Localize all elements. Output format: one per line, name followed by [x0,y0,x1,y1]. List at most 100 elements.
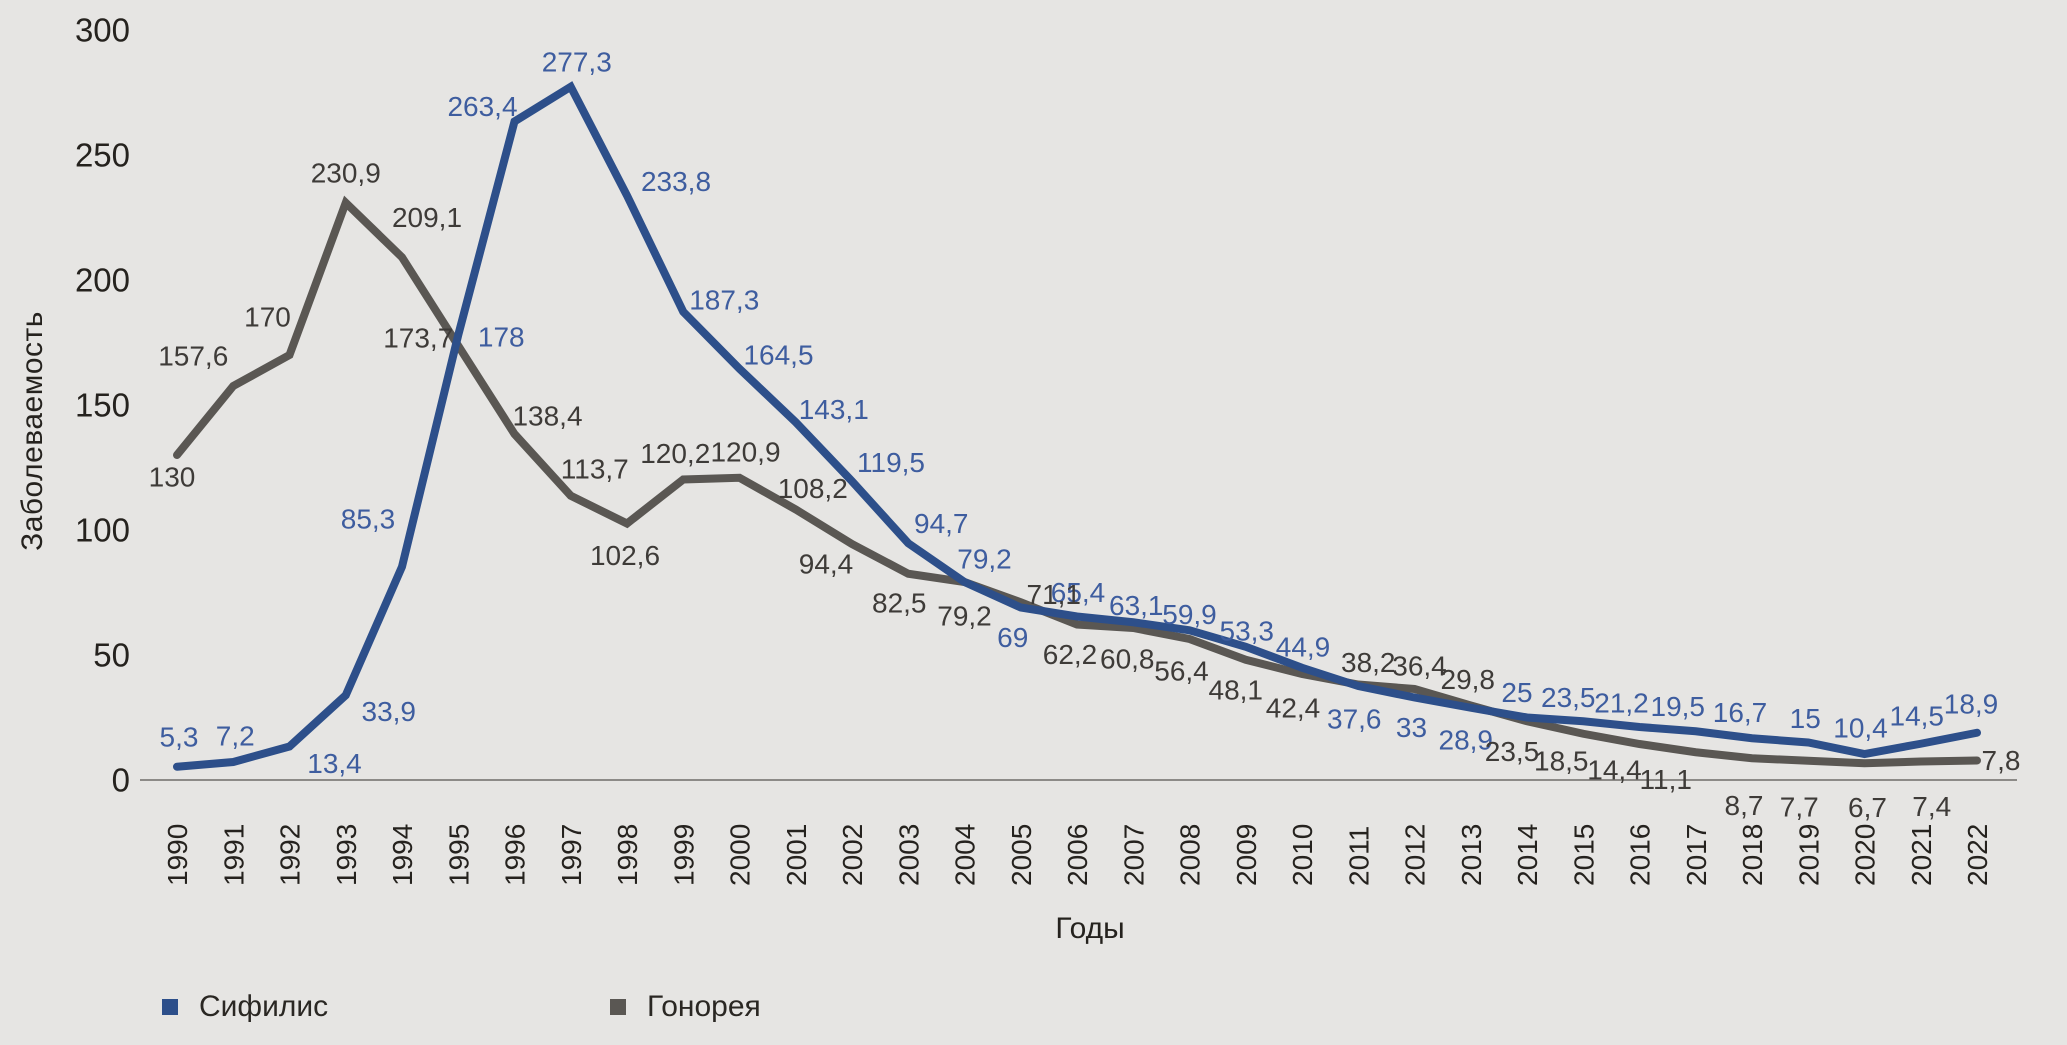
syphilis-value-label: 85,3 [341,503,396,534]
gonorrhea-value-label: 102,6 [590,540,660,571]
x-tick-label: 2010 [1287,824,1318,886]
syphilis-value-label: 143,1 [799,394,869,425]
x-tick-label: 2022 [1962,824,1993,886]
gonorrhea-value-label: 6,7 [1848,792,1887,823]
x-tick-label: 1995 [443,824,474,886]
gonorrhea-value-label: 48,1 [1209,674,1264,705]
gonorrhea-value-label: 23,5 [1485,736,1540,767]
x-tick-label: 2007 [1118,824,1149,886]
syphilis-value-label: 16,7 [1713,697,1768,728]
x-tick-label: 2000 [725,824,756,886]
gonorrhea-value-label: 108,2 [778,473,848,504]
x-tick-label: 2015 [1568,824,1599,886]
syphilis-line [173,81,1981,771]
x-tick-label: 2005 [1006,824,1037,886]
gonorrhea-value-label: 82,5 [872,587,927,618]
y-tick-label: 250 [75,137,130,174]
x-tick-label: 2009 [1231,824,1262,886]
gonorrhea-value-label: 36,4 [1392,651,1447,682]
x-tick-label: 2011 [1343,826,1374,886]
syphilis-value-label: 18,9 [1944,688,1999,719]
syphilis-value-label: 23,5 [1541,682,1596,713]
gonorrhea-value-label: 7,8 [1982,745,2021,776]
legend-label-gonorrhea: Гонорея [647,990,761,1023]
gonorrhea-value-label: 11,1 [1640,764,1692,795]
y-tick-label: 200 [75,262,130,299]
x-tick-label: 2014 [1512,824,1543,886]
syphilis-value-label: 164,5 [743,339,813,370]
x-tick-label: 1992 [275,824,306,886]
gonorrhea-value-label: 29,8 [1441,664,1496,695]
x-tick-label: 2013 [1456,824,1487,886]
gonorrhea-value-label: 79,2 [937,601,992,632]
syphilis-value-label: 10,4 [1833,713,1888,744]
x-tick-label: 1997 [556,824,587,886]
syphilis-value-label: 63,1 [1109,590,1164,621]
gonorrhea-value-label: 8,7 [1725,790,1764,821]
gonorrhea-value-label: 113,7 [561,453,629,484]
gonorrhea-value-label: 14,4 [1587,755,1642,786]
syphilis-value-label: 69 [997,622,1028,653]
x-tick-label: 2006 [1062,824,1093,886]
syphilis-value-label: 187,3 [689,284,759,315]
x-tick-label: 2016 [1625,824,1656,886]
gonorrhea-value-label: 42,4 [1266,693,1321,724]
gonorrhea-value-label: 7,7 [1780,791,1819,822]
x-tick-label: 2021 [1906,824,1937,886]
gonorrhea-value-label: 60,8 [1100,644,1155,675]
y-tick-label: 0 [112,762,130,799]
gonorrhea-value-label: 130 [149,462,196,493]
syphilis-value-label: 14,5 [1890,700,1945,731]
syphilis-value-label: 28,9 [1439,724,1494,755]
gonorrhea-value-label: 138,4 [512,401,582,432]
x-tick-label: 1991 [218,824,249,886]
y-tick-label: 100 [75,512,130,549]
x-tick-label: 2001 [781,824,812,886]
gonorrhea-value-label: 230,9 [311,157,381,188]
syphilis-value-label: 25 [1501,677,1532,708]
x-tick-label: 1994 [387,824,418,886]
gonorrhea-value-label: 120,9 [710,436,780,467]
syphilis-value-label: 15 [1790,703,1821,734]
y-tick-label: 150 [75,387,130,424]
x-tick-label: 2003 [893,824,924,886]
x-tick-label: 2019 [1793,824,1824,886]
gonorrhea-swatch-icon [610,999,626,1015]
syphilis-value-label: 33 [1396,712,1427,743]
gonorrhea-line [173,195,1981,768]
x-tick-label: 2004 [950,824,981,886]
gonorrhea-value-label: 62,2 [1043,639,1098,670]
syphilis-value-label: 119,5 [857,447,925,478]
x-tick-label: 2020 [1850,824,1881,886]
x-tick-label: 2017 [1681,824,1712,886]
legend-item-syphilis: Сифилис [162,988,328,1026]
gonorrhea-value-label: 209,1 [392,202,462,233]
syphilis-value-label: 37,6 [1327,704,1382,735]
syphilis-value-label: 94,7 [914,508,969,539]
gonorrhea-value-label: 120,2 [640,438,710,469]
gonorrhea-value-label: 173,7 [383,322,453,353]
syphilis-value-label: 21,2 [1594,688,1649,719]
syphilis-value-label: 7,2 [216,721,255,752]
legend: Сифилис Гонорея [0,988,2067,1026]
syphilis-value-label: 79,2 [957,544,1012,575]
syphilis-value-label: 13,4 [307,748,362,779]
y-tick-label: 300 [75,12,130,49]
gonorrhea-value-label: 71,1 [1027,579,1082,610]
y-tick-label: 50 [93,637,130,674]
syphilis-value-label: 59,9 [1162,599,1217,630]
syphilis-value-label: 178 [478,322,525,353]
legend-label-syphilis: Сифилис [199,990,329,1023]
gonorrhea-value-label: 18,5 [1534,745,1589,776]
x-tick-label: 1990 [162,824,193,886]
y-axis-title: Заболеваемость [16,311,49,551]
syphilis-value-label: 19,5 [1651,691,1706,722]
x-tick-label: 1998 [612,824,643,886]
x-tick-label: 2018 [1737,824,1768,886]
syphilis-value-label: 233,8 [641,166,711,197]
gonorrhea-value-label: 170 [244,302,291,333]
x-tick-label: 1999 [668,824,699,886]
gonorrhea-value-label: 56,4 [1154,656,1209,687]
